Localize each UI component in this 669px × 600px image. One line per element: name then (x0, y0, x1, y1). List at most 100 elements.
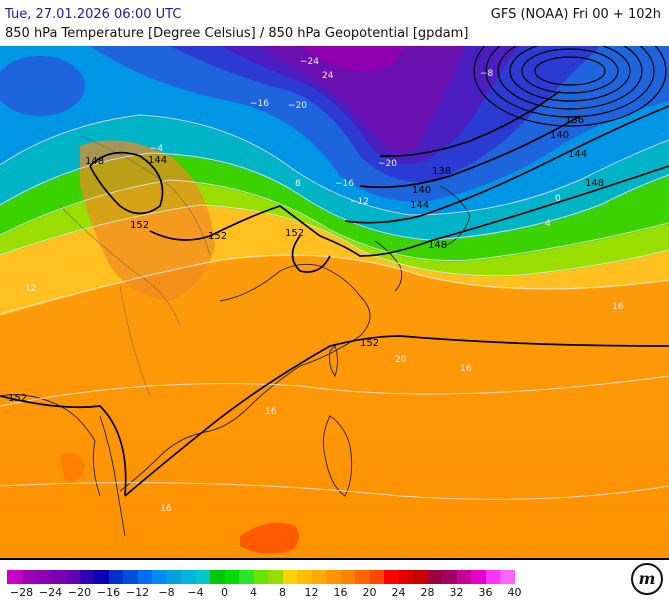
borders (59, 135, 211, 397)
legend-swatch (123, 570, 138, 584)
svg-text:0: 0 (555, 194, 561, 204)
label-144: 144 (568, 149, 587, 160)
legend-swatch (210, 570, 225, 584)
label-148b: 148 (428, 240, 447, 251)
map-canvas: 136 138 140 140 144 144 144 148 148 148 … (0, 46, 669, 559)
legend-tick-label: 8 (279, 586, 286, 599)
svg-text:16: 16 (265, 407, 277, 417)
svg-text:−8: −8 (480, 69, 494, 79)
legend-swatch (427, 570, 442, 584)
legend-swatch (7, 570, 22, 584)
legend-tick-label: −8 (158, 586, 175, 599)
legend-swatch (326, 570, 341, 584)
svg-text:−12: −12 (350, 197, 369, 207)
svg-text:8: 8 (295, 179, 301, 189)
svg-text:−20: −20 (288, 101, 307, 111)
legend-divider (0, 558, 669, 560)
legend-tick-labels: −28 −24 −20 −16 −12 −8 −4 0 4 8 12 16 20 24 28 32 36 40 (0, 586, 560, 600)
header: Tue, 27.01.2026 06:00 UTC GFS (NOAA) Fri… (0, 0, 669, 46)
label-148c: 148 (85, 156, 104, 167)
legend-swatch (369, 570, 384, 584)
legend-swatch (166, 570, 181, 584)
meteo-logo: m (631, 563, 663, 595)
legend-tick-label: 16 (333, 586, 348, 599)
label-144b: 144 (410, 200, 429, 211)
legend-swatch (137, 570, 152, 584)
legend-tick-label: 4 (250, 586, 257, 599)
cold-pocket-west (0, 56, 85, 116)
legend-tick-label: −24 (38, 586, 63, 599)
legend-swatch (297, 570, 312, 584)
legend-swatch (471, 570, 486, 584)
svg-text:−4: −4 (150, 144, 164, 154)
label-138: 138 (432, 166, 451, 177)
isotherm-labels: −24 −20 −20 −16 −16 −12 −8 −4 0 4 8 12 1… (25, 57, 624, 514)
legend-swatch (355, 570, 370, 584)
legend-swatch (239, 570, 254, 584)
legend-swatch (485, 570, 500, 584)
legend-tick-label: 24 (391, 586, 406, 599)
label-152c: 152 (360, 338, 379, 349)
legend-tick-label: 36 (478, 586, 493, 599)
svg-text:−16: −16 (335, 179, 354, 189)
legend-tick-label: −20 (67, 586, 92, 599)
legend-swatches (7, 570, 515, 584)
label-152: 152 (285, 228, 304, 239)
legend-tick-label: 32 (449, 586, 464, 599)
legend-swatch (500, 570, 515, 584)
coastline-philippines (322, 415, 353, 497)
label-140: 140 (550, 130, 569, 141)
svg-text:20: 20 (395, 355, 407, 365)
label-152b: 152 (208, 231, 227, 242)
label-152e: 152 (130, 220, 149, 231)
logo-glyph: m (638, 569, 656, 588)
legend-swatch (282, 570, 297, 584)
legend-tick-label: 20 (362, 586, 377, 599)
svg-text:4: 4 (545, 219, 551, 229)
legend-swatch (108, 570, 123, 584)
legend-swatch (36, 570, 51, 584)
svg-text:16: 16 (612, 302, 624, 312)
svg-text:12: 12 (25, 284, 36, 294)
legend-tick-label: 0 (221, 586, 228, 599)
label-148: 148 (585, 178, 604, 189)
coastline-japan (439, 185, 471, 247)
legend-swatch (94, 570, 109, 584)
legend-swatch (413, 570, 428, 584)
isohypse-labels: 136 138 140 140 144 144 144 148 148 148 … (8, 115, 604, 404)
isotherms (0, 114, 669, 500)
legend-swatch (65, 570, 80, 584)
valid-time: Tue, 27.01.2026 06:00 UTC (5, 7, 182, 22)
model-run: GFS (NOAA) Fri 00 + 102h (490, 7, 661, 22)
legend-swatch (340, 570, 355, 584)
legend-tick-label: 40 (507, 586, 522, 599)
legend-swatch (152, 570, 167, 584)
band-minus24 (300, 46, 405, 72)
legend-tick-label: −28 (9, 586, 34, 599)
coastline-korea (374, 240, 403, 292)
coastline-peninsula (92, 415, 126, 537)
low-pressure-center (473, 46, 667, 127)
legend-swatch (456, 570, 471, 584)
svg-text:−20: −20 (378, 159, 397, 169)
svg-text:16: 16 (460, 364, 472, 374)
chart-subtitle: 850 hPa Temperature [Degree Celsius] / 8… (5, 26, 469, 41)
svg-text:24: 24 (322, 71, 334, 81)
svg-text:−24: −24 (300, 57, 319, 67)
label-144c: 144 (148, 155, 167, 166)
label-136: 136 (565, 115, 584, 126)
legend-tick-label: 12 (304, 586, 319, 599)
color-legend: −28 −24 −20 −16 −12 −8 −4 0 4 8 12 16 20 24 28 32 36 40 (0, 560, 669, 600)
legend-swatch (21, 570, 36, 584)
legend-tick-label: −4 (187, 586, 204, 599)
legend-swatch (311, 570, 326, 584)
isohypses (0, 90, 669, 497)
svg-text:−16: −16 (250, 99, 269, 109)
legend-swatch (398, 570, 413, 584)
legend-swatch (50, 570, 65, 584)
legend-tick-label: −16 (96, 586, 121, 599)
legend-swatch (224, 570, 239, 584)
legend-swatch (181, 570, 196, 584)
label-152d: 152 (8, 393, 27, 404)
label-140b: 140 (412, 185, 431, 196)
